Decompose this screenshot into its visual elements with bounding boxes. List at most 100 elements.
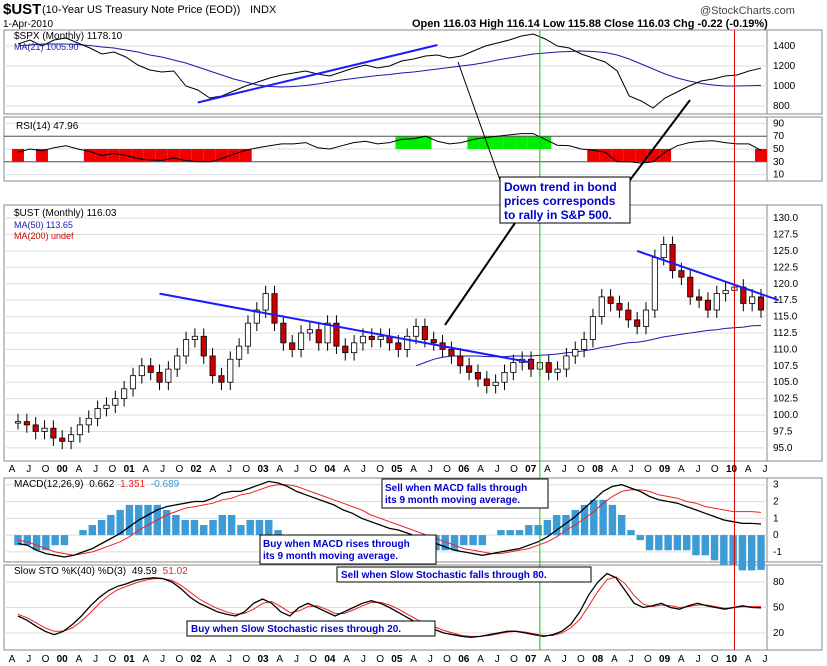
tick-label-rsi: 10	[773, 170, 785, 181]
candle-body	[501, 371, 508, 383]
rsi-overbought-block	[479, 136, 492, 149]
rsi-oversold-block	[659, 149, 672, 162]
rsi-oversold-block	[191, 149, 204, 162]
macd-histogram-bar	[617, 514, 626, 536]
candle-body	[642, 309, 650, 327]
tick-label-rsi: 90	[773, 118, 785, 129]
candle-body	[527, 358, 535, 370]
x-axis-label: O	[376, 464, 384, 475]
candle-body	[103, 404, 110, 409]
macd-histogram-bar	[738, 535, 747, 571]
watermark: @StockCharts.com	[700, 5, 795, 17]
candle-body	[209, 355, 216, 377]
candle-body	[147, 365, 154, 373]
rsi-oversold-block	[215, 149, 228, 162]
rsi-overbought-block	[395, 136, 408, 149]
main-callout: Down trend in bond prices corresponds to…	[499, 176, 631, 224]
candle-body	[678, 270, 685, 278]
macd-histogram-bar	[636, 535, 644, 541]
macd-histogram-bar	[274, 530, 282, 536]
candle-body	[598, 296, 605, 317]
macd-histogram-bar	[116, 509, 124, 536]
rsi-label: RSI(14) 47.96	[16, 121, 79, 132]
candle-body	[351, 342, 358, 354]
x-axis-label: O	[711, 654, 719, 665]
candle-body	[545, 362, 552, 373]
macd-buy-line-1: Buy when MACD rises through	[263, 539, 410, 550]
x-axis-label: A	[143, 654, 150, 665]
candle-body	[333, 322, 340, 347]
rsi-oversold-block	[587, 149, 600, 162]
macd-histogram-bar	[200, 525, 208, 536]
x-axis-label: O	[577, 464, 585, 475]
x-axis-label: O	[711, 464, 719, 475]
candle-body	[85, 417, 92, 426]
macd-histogram-bar	[172, 514, 180, 536]
tick-label-spx: 1000	[773, 81, 796, 92]
x-axis-label: 05	[391, 464, 403, 475]
candle-body	[94, 408, 101, 419]
macd-histogram-bar	[246, 520, 254, 536]
candle-body	[200, 335, 207, 357]
tick-label-rsi: 70	[773, 131, 785, 142]
macd-histogram-bar	[51, 535, 59, 546]
candle-body	[280, 322, 287, 344]
candle-body	[457, 355, 464, 367]
macd-histogram-bar	[543, 520, 552, 536]
candle-body	[581, 339, 588, 350]
macd-histogram-bar	[608, 504, 617, 536]
x-axis-label: O	[644, 464, 652, 475]
tick-label-price: 127.5	[773, 230, 798, 241]
macd-histogram-bar	[181, 520, 189, 536]
tick-label-macd: 3	[773, 480, 779, 491]
macd-histogram-bar	[682, 535, 691, 551]
macd-histogram-bar	[265, 520, 273, 536]
macd-histogram-bar	[580, 504, 589, 536]
x-axis-label: 01	[124, 654, 136, 665]
price-label: $UST (Monthly) 116.03	[14, 208, 117, 219]
tick-label-rsi: 30	[773, 157, 785, 168]
macd-histogram-bar	[162, 509, 171, 536]
x-axis-label: 03	[257, 654, 269, 665]
x-axis-label: 00	[57, 464, 69, 475]
rsi-oversold-block	[35, 149, 48, 162]
candle-body	[616, 303, 623, 311]
x-axis-label: O	[242, 654, 250, 665]
tick-label-price: 112.5	[773, 328, 798, 339]
spx-close-line	[17, 33, 762, 109]
candle-body	[315, 329, 322, 344]
candle-body	[32, 424, 39, 432]
x-axis-label: O	[109, 464, 117, 475]
x-axis-label: 05	[391, 654, 403, 665]
x-axis-label: A	[76, 464, 83, 475]
candle-body	[244, 322, 252, 347]
x-axis-label: O	[644, 654, 652, 665]
x-axis-label: O	[443, 654, 451, 665]
candle-body	[306, 329, 313, 334]
candle-body	[421, 326, 428, 340]
x-axis-label: J	[160, 654, 165, 665]
macd-histogram-bar	[42, 535, 50, 551]
spx-ma21-line	[17, 43, 762, 88]
candle-body	[297, 332, 305, 350]
macd-histogram-bar	[125, 504, 134, 536]
tick-label-sto: 80	[773, 577, 785, 588]
macd-histogram-bar	[469, 535, 477, 546]
x-axis-label: 06	[458, 464, 470, 475]
macd-histogram-bar	[525, 525, 533, 536]
macd-histogram-bar	[673, 535, 682, 551]
macd-sell-line-1: Sell when MACD falls through	[385, 483, 527, 494]
x-axis-label: 09	[659, 464, 671, 475]
candle-body	[76, 424, 83, 436]
ma50-label: MA(50) 113.65	[14, 220, 73, 230]
macd-histogram-bar	[710, 535, 719, 561]
tick-label-price: 117.5	[773, 295, 798, 306]
candle-body	[395, 342, 402, 350]
candle-body	[660, 243, 667, 258]
candle-body	[651, 257, 658, 311]
rsi-overbought-block	[467, 136, 480, 149]
callout-leader	[629, 99, 691, 181]
tick-label-price: 122.5	[773, 262, 798, 273]
x-axis-label: O	[42, 464, 50, 475]
